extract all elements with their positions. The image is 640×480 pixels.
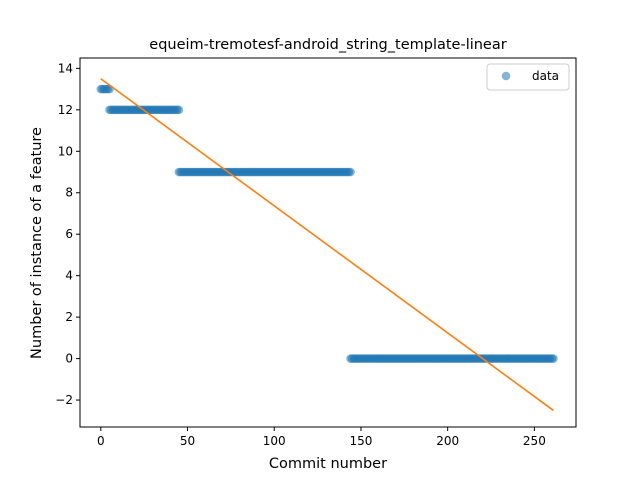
- y-tick-label: 10: [58, 144, 73, 158]
- y-tick-label: 12: [58, 103, 73, 117]
- y-tick-label: 2: [65, 310, 73, 324]
- y-tick-label: 0: [65, 352, 73, 366]
- y-tick-label: 14: [58, 61, 73, 75]
- x-axis-label: Commit number: [269, 456, 387, 472]
- x-tick-label: 250: [523, 434, 546, 448]
- plot-frame: [79, 57, 577, 428]
- data-layer: [96, 78, 558, 412]
- x-tick-label: 200: [436, 434, 459, 448]
- y-tick-label: 6: [65, 227, 73, 241]
- y-tick-label: 4: [65, 269, 73, 283]
- plot-area: 0 50 100 150 200 250 −2 0 2 4 6 8 10 12 14 data: [55, 57, 577, 448]
- x-tick-label: 50: [180, 434, 195, 448]
- y-tick-label: −2: [55, 393, 73, 407]
- y-tick-label: 8: [65, 186, 73, 200]
- legend-marker: [501, 71, 511, 81]
- data-point: [174, 105, 184, 115]
- data-point: [346, 167, 355, 177]
- x-tick-label: 150: [349, 434, 372, 448]
- legend: data: [486, 63, 570, 91]
- chart-title: equeim-tremotesf-android_string_template…: [149, 37, 506, 53]
- legend-label: data: [532, 69, 559, 83]
- data-point: [549, 354, 558, 363]
- x-tick-label: 100: [263, 434, 286, 448]
- legend-box: [486, 63, 570, 91]
- y-axis-label: Number of instance of a feature: [29, 127, 45, 359]
- x-tick-label: 0: [97, 434, 105, 448]
- data-point: [105, 84, 114, 94]
- fit-line: [100, 78, 554, 412]
